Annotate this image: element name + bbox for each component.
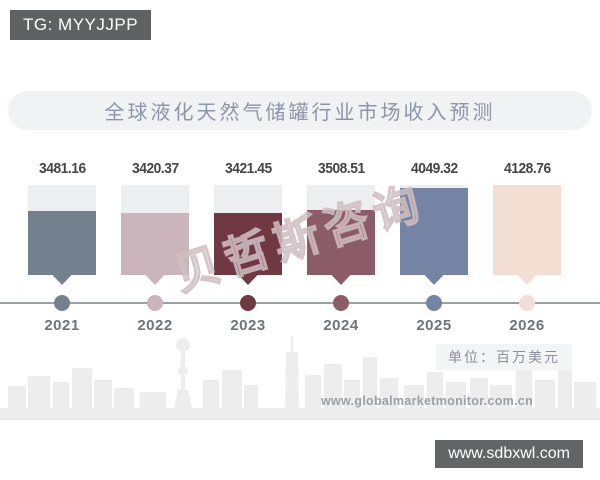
tg-watermark-badge: TG: MYYJJPP — [10, 10, 152, 40]
flag-bar-2023 — [214, 185, 282, 285]
value-label-2021: 3481.16 — [38, 160, 86, 177]
flag-body-2026 — [493, 185, 561, 285]
value-label-2026: 4128.76 — [503, 160, 551, 177]
timeline-dot-2024 — [333, 295, 349, 311]
flag-body-2022 — [121, 213, 189, 285]
flag-bar-2024 — [307, 185, 375, 285]
bar-column-2025: 4049.32 — [400, 160, 468, 285]
city-skyline-decoration — [0, 336, 600, 420]
site-watermark-badge: www.sdbxwl.com — [435, 440, 583, 468]
value-label-2025: 4049.32 — [410, 160, 458, 177]
flag-cap-2021 — [28, 185, 96, 211]
timeline-cell-2025: 2025 — [400, 295, 468, 334]
flag-bar-2021 — [28, 185, 96, 285]
flag-body-2024 — [307, 210, 375, 285]
timeline-axis — [0, 302, 600, 304]
year-label-2021: 2021 — [44, 317, 80, 334]
timeline-dot-2023 — [240, 295, 256, 311]
year-label-2026: 2026 — [509, 317, 545, 334]
year-label-2023: 2023 — [230, 317, 266, 334]
site-watermark-text: www.sdbxwl.com — [448, 445, 570, 462]
value-label-2023: 3421.45 — [224, 160, 272, 177]
chart-title-pill: 全球液化天然气储罐行业市场收入预测 — [8, 91, 592, 130]
flag-cap-2024 — [307, 185, 375, 210]
year-label-2024: 2024 — [323, 317, 359, 334]
timeline-dot-2021 — [54, 295, 70, 311]
unit-label-box: 单位：百万美元 — [436, 344, 572, 370]
tg-watermark-text: TG: MYYJJPP — [23, 15, 139, 34]
bar-column-2026: 4128.76 — [493, 160, 561, 285]
timeline-cell-2023: 2023 — [214, 295, 282, 334]
flag-body-2023 — [214, 213, 282, 285]
value-label-2024: 3508.51 — [317, 160, 365, 177]
bar-column-2023: 3421.45 — [214, 160, 282, 285]
year-label-2025: 2025 — [416, 317, 452, 334]
bar-column-2022: 3420.37 — [121, 160, 189, 285]
unit-label: 单位：百万美元 — [448, 351, 560, 366]
flag-bar-2026 — [493, 185, 561, 285]
timeline-cell-2021: 2021 — [28, 295, 96, 334]
timeline-markers: 2021 2022 2023 2024 2025 2026 — [0, 295, 600, 334]
flag-cap-2025 — [400, 185, 468, 188]
timeline-dot-2022 — [147, 295, 163, 311]
bar-column-2021: 3481.16 — [28, 160, 96, 285]
flag-bar-2022 — [121, 185, 189, 285]
timeline-cell-2026: 2026 — [493, 295, 561, 334]
timeline-cell-2024: 2024 — [307, 295, 375, 334]
chart-title: 全球液化天然气储罐行业市场收入预测 — [104, 102, 496, 124]
source-url: www.globalmarketmonitor.com.cn — [320, 394, 533, 408]
bar-columns: 3481.16 3420.37 3421.45 3508.51 4049.32 4128.… — [0, 160, 600, 285]
year-label-2022: 2022 — [137, 317, 173, 334]
timeline-dot-2025 — [426, 295, 442, 311]
flag-cap-2023 — [214, 185, 282, 213]
timeline-cell-2022: 2022 — [121, 295, 189, 334]
flag-cap-2022 — [121, 185, 189, 213]
flag-body-2025 — [400, 188, 468, 285]
value-label-2022: 3420.37 — [131, 160, 179, 177]
bar-column-2024: 3508.51 — [307, 160, 375, 285]
timeline-dot-2026 — [519, 295, 535, 311]
flag-bar-2025 — [400, 185, 468, 285]
flag-body-2021 — [28, 211, 96, 285]
